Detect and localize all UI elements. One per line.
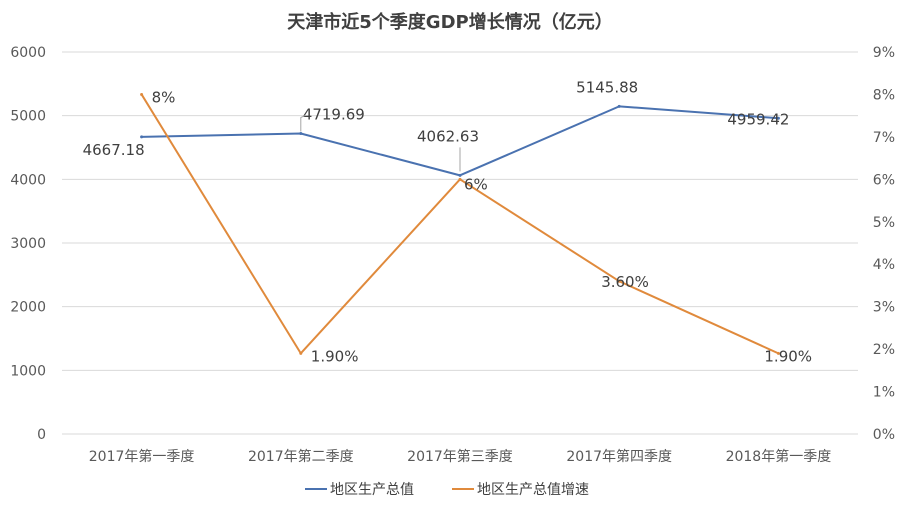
legend: 地区生产总值 地区生产总值增速 [305,482,589,498]
left-axis-tick-label: 0 [37,427,46,443]
right-axis-tick-label: 9% [873,45,895,61]
left-axis-tick-label: 2000 [10,300,46,316]
right-axis-ticks: 0% 1% 2% 3% 4% 5% 6% 7% 8% 9% [873,45,895,443]
data-labels: 4667.18 4719.69 4062.63 5145.88 4959.42 8% 1.9… [83,78,812,365]
right-axis-tick-label: 7% [873,130,895,146]
right-axis-tick-label: 1% [873,385,895,401]
right-axis-tick-label: 8% [873,87,895,103]
left-axis-tick-label: 6000 [10,45,46,61]
series-1-point [299,132,303,136]
chart-title: 天津市近5个季度GDP增长情况（亿元） [287,11,612,33]
right-axis-tick-label: 3% [873,300,895,316]
series-2-point [140,92,144,96]
series-1-data-label: 4719.69 [303,106,365,124]
series-1-point [458,173,462,177]
left-axis-tick-label: 1000 [10,363,46,379]
right-axis-tick-label: 0% [873,427,895,443]
series-2-data-label: 3.60% [601,273,649,291]
series-1-point [140,135,144,139]
series-layer [140,92,780,355]
series-1-point [776,116,780,120]
right-axis-tick-label: 5% [873,215,895,231]
x-axis-tick-label: 2017年第四季度 [566,448,672,465]
series-2-point [299,351,303,355]
legend-label-1: 地区生产总值 [330,482,414,498]
series-2-point [458,177,462,181]
left-axis-tick-label: 4000 [10,172,46,188]
x-axis-tick-label: 2017年第三季度 [407,448,513,465]
series-2-data-label: 8% [152,88,176,106]
series-2-data-label: 1.90% [311,347,359,365]
right-axis-tick-label: 6% [873,172,895,188]
leader-line [300,115,306,132]
right-axis-tick-label: 2% [873,342,895,358]
series-1-data-label: 4959.42 [727,110,789,128]
series-2-data-label: 6% [464,175,488,193]
series-1-data-label: 4667.18 [83,141,145,159]
x-axis-tick-label: 2017年第一季度 [89,448,195,465]
left-axis-tick-label: 3000 [10,236,46,252]
series-2-point [776,351,780,355]
series-2-point [617,279,621,283]
series-1-data-label: 5145.88 [576,78,638,96]
series-1-point [617,104,621,108]
left-axis-tick-label: 5000 [10,109,46,125]
x-axis-tick-label: 2017年第二季度 [248,448,354,465]
series-2-data-label: 1.90% [764,347,812,365]
legend-label-2: 地区生产总值增速 [477,482,589,498]
x-axis-tick-label: 2018年第一季度 [726,448,832,465]
left-axis-ticks: 0 1000 2000 3000 4000 5000 6000 [10,45,46,443]
x-axis-ticks: 2017年第一季度 2017年第二季度 2017年第三季度 2017年第四季度 2018… [89,448,831,465]
right-axis-tick-label: 4% [873,257,895,273]
series-1-data-label: 4062.63 [417,127,479,145]
